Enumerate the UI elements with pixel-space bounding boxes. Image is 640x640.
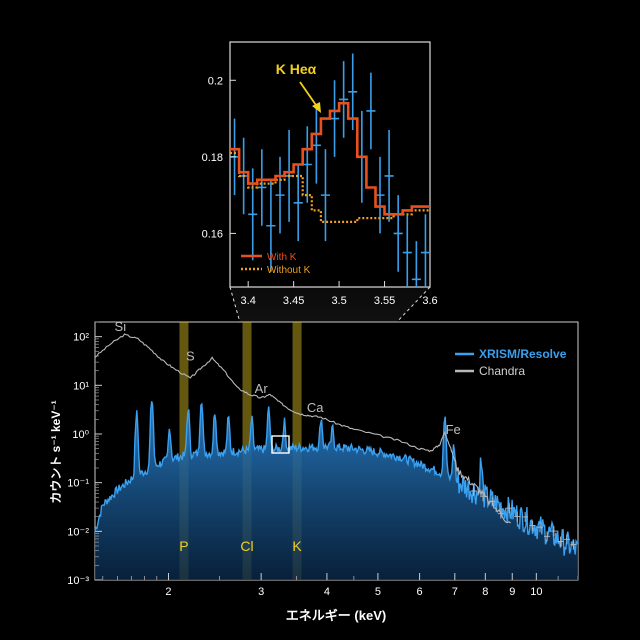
inset-legend-label-0: With K — [267, 252, 297, 263]
main-x-tick-label: 2 — [165, 586, 171, 598]
inset-annotation: K Heα — [276, 61, 321, 113]
inset-data-point — [420, 214, 430, 287]
inset-data-point — [320, 149, 330, 242]
element-label-si: Si — [115, 319, 127, 334]
highlight-band-p — [179, 322, 189, 580]
inset-x-tick-label: 3.45 — [283, 295, 304, 307]
inset-x-tick-label: 3.55 — [374, 295, 395, 307]
resolve-line — [94, 401, 579, 556]
inset-data-point — [330, 80, 340, 157]
inset-data-point — [348, 53, 358, 131]
main-x-tick-label: 8 — [482, 586, 488, 598]
k-he-alpha-label: K Heα — [276, 61, 317, 77]
inset-data-point — [266, 179, 276, 272]
inset-data-point — [393, 195, 403, 272]
main-x-tick-label: 4 — [324, 586, 330, 598]
chandra-error-bar — [550, 526, 557, 537]
element-label-ca: Ca — [307, 400, 324, 415]
chandra-error-bar — [514, 511, 521, 522]
k-he-alpha-arrow-shaft — [299, 81, 319, 109]
chandra-line — [94, 333, 511, 524]
main-legend: XRISM/Resolve Chandra — [455, 347, 567, 378]
main-x-tick-label: 5 — [375, 586, 381, 598]
inset-x-tick-label: 3.5 — [331, 295, 346, 307]
inset-data-point — [366, 72, 376, 150]
main-y-tick-label: 10² — [73, 332, 89, 344]
inset-data-point — [275, 156, 285, 234]
chandra-error-bar — [480, 491, 487, 502]
with-k-line — [230, 101, 430, 216]
main-x-tick-label: 6 — [417, 586, 423, 598]
zoom-line-left — [229, 286, 273, 437]
resolve-series — [94, 401, 579, 580]
chandra-error-bar — [570, 539, 577, 550]
main-x-axis: 2 3 4 5 6 7 8 9 10 — [102, 573, 579, 598]
main-y-tick-label: 10⁰ — [72, 429, 89, 441]
inset-data-point — [411, 241, 421, 287]
without-k-line — [230, 151, 430, 223]
inset-data-point — [375, 156, 385, 234]
main-x-axis-label: エネルギー (keV) — [286, 608, 386, 623]
inset-y-tick-label: 0.18 — [202, 152, 223, 164]
inset-x-axis: 3.4 3.45 3.5 3.55 3.6 — [241, 281, 438, 307]
chandra-error-bar — [536, 522, 543, 533]
band-label-p: P — [179, 538, 188, 554]
element-label-fe: Fe — [446, 422, 461, 437]
chandra-series — [94, 333, 577, 550]
inset-data-point — [384, 130, 394, 222]
chandra-error-bar — [470, 486, 477, 497]
chandra-error-bar — [544, 531, 551, 542]
inset-plot-frame — [229, 41, 431, 288]
chandra-error-bar — [529, 520, 536, 531]
inset-x-tick-label: 3.6 — [422, 295, 437, 307]
zoom-region-box — [271, 435, 290, 454]
main-x-tick-label: 9 — [509, 586, 515, 598]
inset-data-point — [311, 107, 321, 184]
chandra-error-bar — [497, 508, 504, 519]
inset-legend-label-1: Without K — [267, 265, 311, 276]
inset-x-tick-label: 3.4 — [241, 295, 256, 307]
chandra-error-bar — [506, 503, 513, 514]
element-labels: Si S Ar Ca Fe — [115, 319, 461, 437]
inset-data-point — [293, 164, 303, 242]
main-y-tick-label: 10⁻¹ — [67, 478, 89, 490]
chandra-error-bar — [564, 534, 571, 545]
chandra-error-bar — [522, 511, 529, 522]
inset-y-tick-label: 0.16 — [202, 228, 223, 240]
band-label-k: K — [292, 538, 302, 554]
legend-label-1: Chandra — [479, 364, 525, 378]
main-x-tick-label: 3 — [258, 586, 264, 598]
inset-data-point — [402, 214, 412, 287]
inset-data-point — [257, 149, 267, 226]
main-y-axis: 10² 10¹ 10⁰ 10⁻¹ 10⁻² 10⁻³ — [67, 321, 102, 587]
k-he-alpha-arrow-head — [312, 102, 321, 113]
main-x-tick-label: 7 — [452, 586, 458, 598]
inset-legend: With K Without K — [241, 252, 311, 276]
legend-label-0: XRISM/Resolve — [479, 347, 567, 361]
chandra-error-bar — [557, 536, 564, 547]
inset-model-lines — [230, 101, 430, 223]
inset-data-points — [230, 53, 430, 287]
inset-y-axis: 0.2 0.18 0.16 — [202, 75, 236, 240]
chandra-error-bar — [489, 496, 496, 507]
resolve-fill — [95, 401, 578, 580]
inset-data-point — [339, 61, 349, 138]
element-label-ar: Ar — [255, 381, 269, 396]
main-y-tick-label: 10¹ — [73, 380, 89, 392]
inset-y-tick-label: 0.2 — [208, 75, 223, 87]
inset-data-point — [302, 126, 312, 203]
main-y-tick-label: 10⁻² — [67, 526, 89, 538]
band-labels: P Cl K — [179, 538, 302, 554]
band-label-cl: Cl — [240, 538, 253, 554]
main-y-tick-label: 10⁻³ — [67, 575, 89, 587]
element-label-s: S — [186, 349, 195, 364]
main-x-tick-label: 10 — [530, 586, 542, 598]
main-y-axis-label: カウント s⁻¹ keV⁻¹ — [49, 400, 63, 503]
